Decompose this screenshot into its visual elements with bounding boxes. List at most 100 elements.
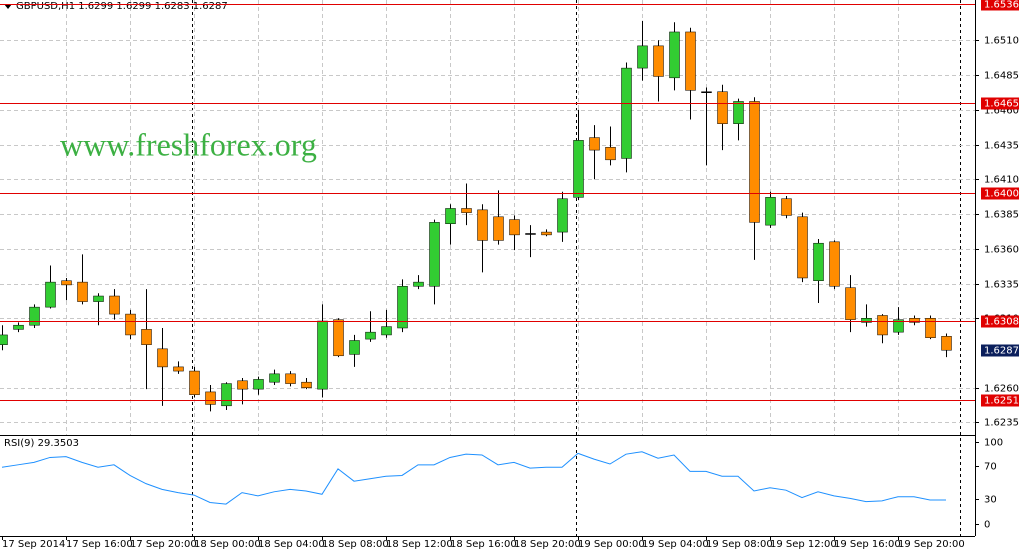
x-tick-label: 19 Sep 12:00 xyxy=(770,539,837,550)
x-tick-label: 18 Sep 04:00 xyxy=(258,539,325,550)
chart-title: GBPUSD,H1 1.6299 1.6299 1.6283 1.6287 xyxy=(16,1,228,12)
rsi-tick-label: 0 xyxy=(984,520,990,531)
candle-body xyxy=(493,216,504,241)
y-tick-label: 1.6435 xyxy=(984,141,1019,152)
candle-body xyxy=(109,295,120,315)
candle-body xyxy=(461,208,472,213)
rsi-title: RSI(9) 29.3503 xyxy=(4,438,79,449)
x-tick-label: 18 Sep 20:00 xyxy=(514,539,581,550)
candle-body xyxy=(29,306,40,326)
candle-body xyxy=(621,67,632,159)
y-tick-label: 1.6410 xyxy=(984,175,1019,186)
candle-body xyxy=(285,373,296,384)
candle-body xyxy=(925,318,936,338)
x-tick-label: 19 Sep 08:00 xyxy=(706,539,773,550)
x-tick-label: 18 Sep 16:00 xyxy=(450,539,517,550)
candle-body xyxy=(733,101,744,124)
candle-body xyxy=(221,383,232,407)
candle-body xyxy=(573,140,584,198)
y-tick-label: 1.6235 xyxy=(984,418,1019,429)
level-tag xyxy=(981,97,1019,110)
y-tick-label: 1.6385 xyxy=(984,210,1019,221)
candle-body xyxy=(157,348,168,368)
x-tick-label: 18 Sep 12:00 xyxy=(386,539,453,550)
candle-body xyxy=(685,31,696,91)
candle-body xyxy=(941,336,952,351)
candle-body xyxy=(893,319,904,333)
x-tick-label: 17 Sep 16:00 xyxy=(66,539,133,550)
level-tag xyxy=(981,315,1019,328)
candle-body xyxy=(397,286,408,329)
candle-body xyxy=(269,373,280,383)
candle-body xyxy=(365,331,376,340)
y-tick-label: 1.6360 xyxy=(984,245,1019,256)
x-tick-label: 19 Sep 20:00 xyxy=(898,539,965,550)
y-tick-label: 1.6335 xyxy=(984,280,1019,291)
candle-body xyxy=(669,31,680,79)
candle-body xyxy=(477,209,488,241)
candle-body xyxy=(381,326,392,336)
candle-body xyxy=(77,281,88,302)
candle-body xyxy=(0,334,8,345)
candle-body xyxy=(877,315,888,336)
x-tick-label: 19 Sep 04:00 xyxy=(642,539,709,550)
level-tag xyxy=(981,0,1019,11)
candle-body xyxy=(173,366,184,372)
current-price-tag xyxy=(981,344,1019,357)
x-tick-label: 19 Sep 16:00 xyxy=(834,539,901,550)
candle-body xyxy=(765,197,776,226)
candle-body xyxy=(237,380,248,390)
y-tick-label: 1.6260 xyxy=(984,384,1019,395)
candle-body xyxy=(749,101,760,223)
candle-body xyxy=(445,208,456,225)
candle-body xyxy=(189,370,200,395)
candle-body xyxy=(93,295,104,302)
candle-body xyxy=(429,222,440,287)
y-tick-label: 1.6485 xyxy=(984,71,1019,82)
candle-body xyxy=(557,198,568,233)
candle-body xyxy=(125,313,136,336)
candle-body xyxy=(909,318,920,323)
candle-body xyxy=(509,219,520,236)
candle-body xyxy=(845,287,856,320)
candle-body xyxy=(141,329,152,345)
rsi-tick-label: 70 xyxy=(984,462,997,473)
rsi-tick-label: 100 xyxy=(984,438,1003,449)
current-price-label: 1.6287 xyxy=(984,346,1019,357)
level-label: 1.6251 xyxy=(984,396,1019,407)
y-tick-label: 1.6460 xyxy=(984,106,1019,117)
level-tag xyxy=(981,187,1019,200)
level-label: 1.6465 xyxy=(984,99,1019,110)
x-tick-label: 17 Sep 2014 xyxy=(2,539,65,550)
x-tick-label: 19 Sep 00:00 xyxy=(578,539,645,550)
candle-body xyxy=(205,391,216,405)
candle-body xyxy=(317,320,328,390)
level-tag xyxy=(981,394,1019,407)
candle-body xyxy=(301,381,312,388)
candle-body xyxy=(813,242,824,281)
y-tick-label: 1.6510 xyxy=(984,36,1019,47)
rsi-tick-label: 30 xyxy=(984,495,997,506)
candle-body xyxy=(525,233,536,235)
candle-body xyxy=(653,45,664,77)
candle-body xyxy=(637,45,648,69)
level-label: 1.6308 xyxy=(984,317,1019,328)
x-tick-label: 18 Sep 00:00 xyxy=(194,539,261,550)
candle-body xyxy=(717,91,728,124)
candle-body xyxy=(781,198,792,216)
candle-body xyxy=(45,281,56,308)
candle-body xyxy=(349,340,360,355)
x-tick-label: 18 Sep 08:00 xyxy=(322,539,389,550)
level-label: 1.6536 xyxy=(984,0,1019,11)
candle-body xyxy=(861,318,872,323)
symbol-icon xyxy=(4,4,12,9)
x-tick-label: 17 Sep 20:00 xyxy=(130,539,197,550)
rsi-line xyxy=(1,451,946,505)
candle-body xyxy=(541,231,552,236)
candle-body xyxy=(605,147,616,161)
candle-body xyxy=(13,324,24,330)
candle-body xyxy=(333,319,344,357)
candle-body xyxy=(829,241,840,287)
